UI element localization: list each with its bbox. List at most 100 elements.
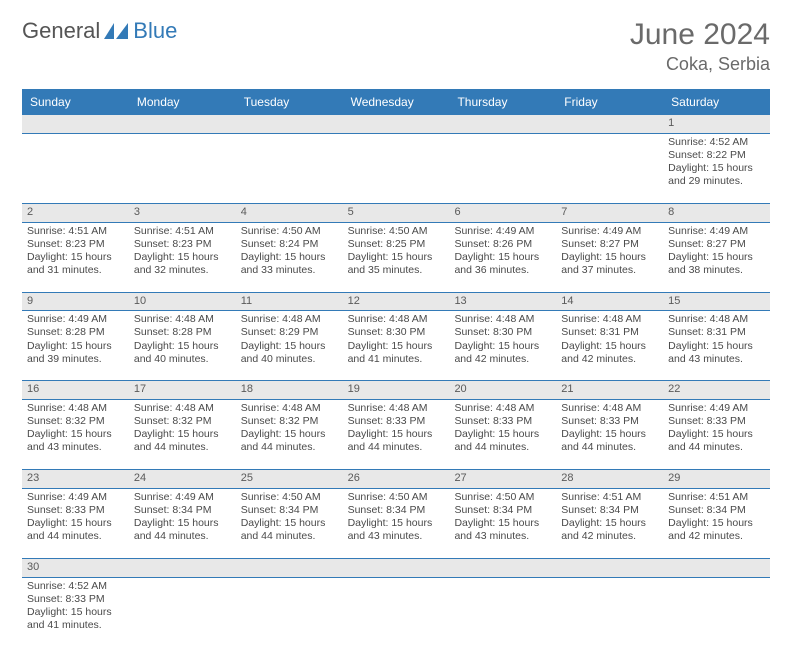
brand-part2: Blue: [133, 18, 177, 44]
daylight-line: Daylight: 15 hours and 43 minutes.: [27, 428, 124, 454]
week-row: Sunrise: 4:48 AMSunset: 8:32 PMDaylight:…: [22, 399, 770, 469]
sunrise-line: Sunrise: 4:49 AM: [134, 491, 231, 504]
week-daynum-row: 16171819202122: [22, 380, 770, 399]
day-cell: Sunrise: 4:51 AMSunset: 8:34 PMDaylight:…: [556, 488, 663, 558]
daylight-line: Daylight: 15 hours and 40 minutes.: [134, 340, 231, 366]
sunset-line: Sunset: 8:32 PM: [134, 415, 231, 428]
daylight-line: Daylight: 15 hours and 29 minutes.: [668, 162, 765, 188]
sunset-line: Sunset: 8:34 PM: [241, 504, 338, 517]
sunset-line: Sunset: 8:33 PM: [454, 415, 551, 428]
week-daynum-row: 2345678: [22, 203, 770, 222]
sunrise-line: Sunrise: 4:49 AM: [27, 313, 124, 326]
sunset-line: Sunset: 8:24 PM: [241, 238, 338, 251]
dow-wednesday: Wednesday: [343, 89, 450, 115]
sunrise-line: Sunrise: 4:51 AM: [668, 491, 765, 504]
day-number: 23: [22, 469, 129, 488]
week-row: Sunrise: 4:49 AMSunset: 8:28 PMDaylight:…: [22, 310, 770, 380]
week-daynum-row: 9101112131415: [22, 292, 770, 311]
day-number: 24: [129, 469, 236, 488]
daylight-line: Daylight: 15 hours and 41 minutes.: [348, 340, 445, 366]
day-number: 21: [556, 380, 663, 399]
daylight-line: Daylight: 15 hours and 44 minutes.: [134, 428, 231, 454]
sunrise-line: Sunrise: 4:51 AM: [561, 491, 658, 504]
empty-cell: [22, 133, 129, 203]
daylight-line: Daylight: 15 hours and 42 minutes.: [454, 340, 551, 366]
sunrise-line: Sunrise: 4:49 AM: [454, 225, 551, 238]
sunset-line: Sunset: 8:29 PM: [241, 326, 338, 339]
empty-cell: [22, 115, 129, 133]
day-cell: Sunrise: 4:49 AMSunset: 8:33 PMDaylight:…: [663, 399, 770, 469]
sunrise-line: Sunrise: 4:51 AM: [27, 225, 124, 238]
sunset-line: Sunset: 8:27 PM: [668, 238, 765, 251]
day-cell: Sunrise: 4:48 AMSunset: 8:33 PMDaylight:…: [449, 399, 556, 469]
day-cell: Sunrise: 4:49 AMSunset: 8:34 PMDaylight:…: [129, 488, 236, 558]
sunset-line: Sunset: 8:33 PM: [561, 415, 658, 428]
day-cell: Sunrise: 4:50 AMSunset: 8:24 PMDaylight:…: [236, 222, 343, 292]
day-cell: Sunrise: 4:50 AMSunset: 8:25 PMDaylight:…: [343, 222, 450, 292]
sunrise-line: Sunrise: 4:48 AM: [348, 313, 445, 326]
day-number: 27: [449, 469, 556, 488]
day-cell: Sunrise: 4:49 AMSunset: 8:28 PMDaylight:…: [22, 310, 129, 380]
empty-cell: [343, 115, 450, 133]
day-number: 5: [343, 203, 450, 222]
day-cell: Sunrise: 4:49 AMSunset: 8:26 PMDaylight:…: [449, 222, 556, 292]
empty-cell: [236, 558, 343, 577]
sunset-line: Sunset: 8:32 PM: [27, 415, 124, 428]
sunrise-line: Sunrise: 4:48 AM: [454, 313, 551, 326]
day-number: 17: [129, 380, 236, 399]
week-daynum-row: 1: [22, 115, 770, 133]
day-cell: Sunrise: 4:52 AMSunset: 8:22 PMDaylight:…: [663, 133, 770, 203]
day-cell: Sunrise: 4:48 AMSunset: 8:32 PMDaylight:…: [236, 399, 343, 469]
daylight-line: Daylight: 15 hours and 35 minutes.: [348, 251, 445, 277]
sunset-line: Sunset: 8:33 PM: [27, 504, 124, 517]
sunrise-line: Sunrise: 4:49 AM: [668, 225, 765, 238]
sunrise-line: Sunrise: 4:48 AM: [454, 402, 551, 415]
day-cell: Sunrise: 4:49 AMSunset: 8:27 PMDaylight:…: [663, 222, 770, 292]
sunset-line: Sunset: 8:23 PM: [134, 238, 231, 251]
daylight-line: Daylight: 15 hours and 41 minutes.: [27, 606, 124, 632]
dow-sunday: Sunday: [22, 89, 129, 115]
daylight-line: Daylight: 15 hours and 44 minutes.: [134, 517, 231, 543]
empty-cell: [556, 115, 663, 133]
sunset-line: Sunset: 8:33 PM: [668, 415, 765, 428]
daylight-line: Daylight: 15 hours and 44 minutes.: [241, 517, 338, 543]
day-cell: Sunrise: 4:50 AMSunset: 8:34 PMDaylight:…: [236, 488, 343, 558]
sunrise-line: Sunrise: 4:48 AM: [27, 402, 124, 415]
day-number: 4: [236, 203, 343, 222]
sunrise-line: Sunrise: 4:52 AM: [27, 580, 124, 593]
sunrise-line: Sunrise: 4:50 AM: [241, 225, 338, 238]
empty-cell: [129, 115, 236, 133]
sunrise-line: Sunrise: 4:48 AM: [134, 402, 231, 415]
day-number: 6: [449, 203, 556, 222]
dow-friday: Friday: [556, 89, 663, 115]
sunrise-line: Sunrise: 4:48 AM: [561, 313, 658, 326]
empty-cell: [129, 133, 236, 203]
day-number: 2: [22, 203, 129, 222]
day-cell: Sunrise: 4:48 AMSunset: 8:32 PMDaylight:…: [22, 399, 129, 469]
sunset-line: Sunset: 8:31 PM: [668, 326, 765, 339]
daylight-line: Daylight: 15 hours and 42 minutes.: [561, 340, 658, 366]
sunrise-line: Sunrise: 4:48 AM: [561, 402, 658, 415]
daylight-line: Daylight: 15 hours and 44 minutes.: [454, 428, 551, 454]
sunrise-line: Sunrise: 4:52 AM: [668, 136, 765, 149]
brand-part1: General: [22, 18, 100, 44]
dow-monday: Monday: [129, 89, 236, 115]
daylight-line: Daylight: 15 hours and 43 minutes.: [454, 517, 551, 543]
daylight-line: Daylight: 15 hours and 36 minutes.: [454, 251, 551, 277]
day-number: 28: [556, 469, 663, 488]
week-daynum-row: 23242526272829: [22, 469, 770, 488]
sunset-line: Sunset: 8:34 PM: [561, 504, 658, 517]
daylight-line: Daylight: 15 hours and 44 minutes.: [668, 428, 765, 454]
day-number: 16: [22, 380, 129, 399]
empty-cell: [449, 133, 556, 203]
day-number: 14: [556, 292, 663, 311]
day-cell: Sunrise: 4:50 AMSunset: 8:34 PMDaylight:…: [343, 488, 450, 558]
sunset-line: Sunset: 8:27 PM: [561, 238, 658, 251]
day-cell: Sunrise: 4:49 AMSunset: 8:33 PMDaylight:…: [22, 488, 129, 558]
empty-cell: [449, 558, 556, 577]
empty-cell: [236, 115, 343, 133]
day-number: 3: [129, 203, 236, 222]
daylight-line: Daylight: 15 hours and 42 minutes.: [668, 517, 765, 543]
sunrise-line: Sunrise: 4:50 AM: [348, 225, 445, 238]
week-row: Sunrise: 4:52 AMSunset: 8:22 PMDaylight:…: [22, 133, 770, 203]
